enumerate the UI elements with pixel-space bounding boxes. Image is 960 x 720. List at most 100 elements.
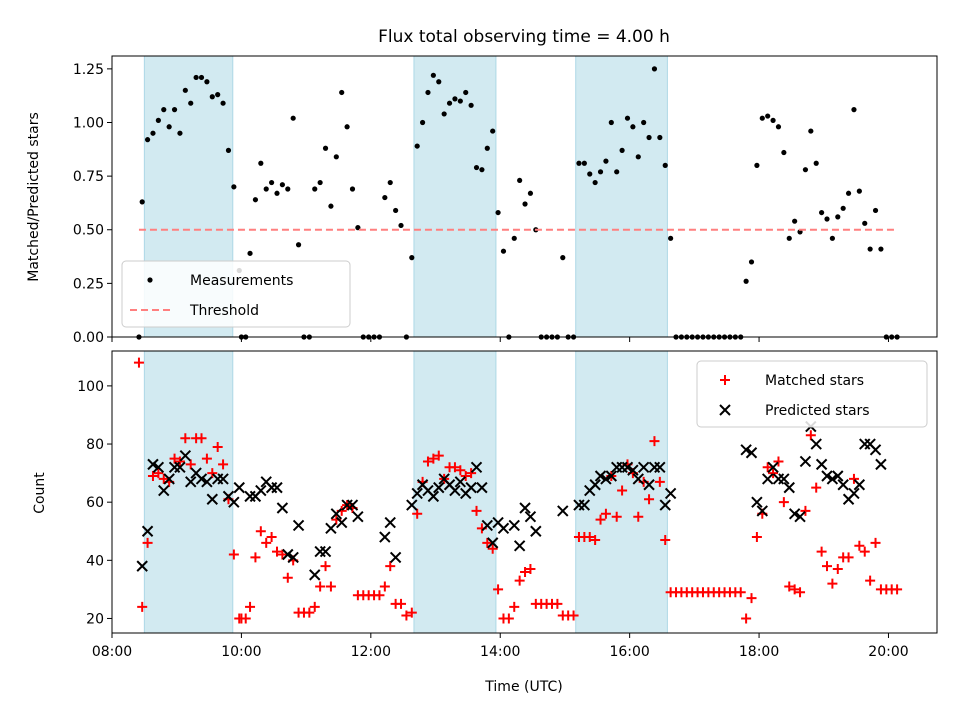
matched-star-marker xyxy=(174,456,185,467)
measurement-point xyxy=(511,235,517,241)
legend-x-icon xyxy=(719,404,731,416)
predicted-star-marker xyxy=(185,476,197,488)
measurement-point xyxy=(840,205,846,211)
observing-window-shade xyxy=(413,55,497,338)
matched-star-marker xyxy=(228,549,239,560)
predicted-star-marker xyxy=(411,487,423,500)
matched-star-marker xyxy=(255,526,266,537)
y-tick-label: 0.00 xyxy=(73,330,104,346)
legend-plus-icon xyxy=(720,375,730,385)
measurement-point xyxy=(851,107,857,113)
predicted-star-marker xyxy=(465,481,477,494)
predicted-star-marker xyxy=(389,551,402,564)
measurement-point xyxy=(775,124,782,130)
predicted-star-marker xyxy=(476,481,488,494)
measurement-point xyxy=(295,242,302,248)
predicted-star-marker xyxy=(788,508,801,520)
matched-star-marker xyxy=(325,581,336,592)
legend-label: Threshold xyxy=(189,303,259,319)
measurement-point xyxy=(204,79,210,85)
matched-star-marker xyxy=(261,537,272,548)
measurement-point xyxy=(872,207,879,214)
measurement-point xyxy=(641,119,647,126)
predicted-star-marker xyxy=(600,473,612,485)
predicted-star-marker xyxy=(772,473,785,485)
matched-star-marker xyxy=(153,468,164,479)
measurement-point xyxy=(867,246,873,252)
predicted-star-marker xyxy=(815,458,828,471)
measurement-point xyxy=(263,186,269,192)
measurement-point xyxy=(317,179,323,186)
matched-star-marker xyxy=(870,537,881,548)
matched-star-marker xyxy=(654,476,665,487)
matched-star-marker xyxy=(385,561,396,572)
matched-star-marker xyxy=(768,468,779,479)
matched-star-marker xyxy=(455,465,466,476)
matched-star-marker xyxy=(854,540,865,551)
matched-star-marker xyxy=(822,561,832,572)
x-tick-label: 08:00 xyxy=(92,644,132,660)
predicted-star-marker xyxy=(141,525,154,537)
measurement-point xyxy=(490,128,496,134)
measurement-point xyxy=(808,128,814,134)
measurement-point xyxy=(651,66,658,72)
predicted-star-marker xyxy=(346,499,359,511)
predicted-star-marker xyxy=(751,496,763,508)
predicted-star-marker xyxy=(848,487,860,500)
matched-star-marker xyxy=(315,581,326,592)
measurement-point xyxy=(269,179,275,186)
predicted-star-marker xyxy=(330,508,343,520)
measurement-point xyxy=(500,248,507,254)
measurement-point xyxy=(446,100,453,106)
predicted-star-marker xyxy=(837,479,849,491)
measurement-point xyxy=(285,186,291,192)
observing-window-shade xyxy=(575,55,668,338)
predicted-star-marker xyxy=(524,511,537,523)
measurement-point xyxy=(258,160,264,166)
predicted-star-marker xyxy=(136,560,148,572)
measurement-point xyxy=(139,199,145,205)
matched-star-marker xyxy=(169,453,180,464)
measurement-point xyxy=(166,124,172,130)
predicted-star-marker xyxy=(740,444,752,456)
matched-star-marker xyxy=(800,505,811,516)
bottom-y-axis-label: Count xyxy=(32,472,48,514)
measurement-point xyxy=(231,184,237,190)
matched-star-marker xyxy=(449,462,460,473)
measurement-point xyxy=(662,162,668,168)
measurement-point xyxy=(527,190,534,196)
measurement-point xyxy=(171,107,178,113)
matched-star-marker xyxy=(272,546,282,557)
measurement-point xyxy=(770,117,776,123)
legend-box xyxy=(696,360,928,428)
measurement-point xyxy=(387,179,393,186)
matched-star-marker xyxy=(746,593,757,604)
matched-star-marker xyxy=(133,357,144,368)
measurement-point xyxy=(592,179,598,186)
matched-star-marker xyxy=(185,459,196,470)
measurement-point xyxy=(344,124,350,130)
predicted-star-marker xyxy=(513,540,526,552)
legend-box xyxy=(121,260,351,328)
matched-star-marker xyxy=(460,471,471,482)
measurement-point xyxy=(479,167,485,173)
predicted-star-marker xyxy=(745,447,758,459)
y-tick-label: 80 xyxy=(86,437,104,453)
matched-star-marker xyxy=(240,613,251,624)
measurement-point xyxy=(781,149,787,156)
matched-star-marker xyxy=(778,497,789,508)
measurement-point xyxy=(398,222,404,229)
predicted-star-marker xyxy=(255,484,267,497)
measurement-point xyxy=(597,169,604,175)
matched-star-marker xyxy=(805,430,816,441)
predicted-star-marker xyxy=(228,496,240,508)
predicted-star-marker xyxy=(557,505,569,517)
matched-star-marker xyxy=(466,468,477,479)
y-tick-label: 100 xyxy=(77,379,104,395)
matched-star-marker xyxy=(584,532,595,543)
x-tick-label: 12:00 xyxy=(351,644,391,660)
matched-star-marker xyxy=(147,471,158,482)
predicted-star-marker xyxy=(449,484,461,497)
x-tick-label: 16:00 xyxy=(609,644,649,660)
measurement-point xyxy=(419,119,426,126)
